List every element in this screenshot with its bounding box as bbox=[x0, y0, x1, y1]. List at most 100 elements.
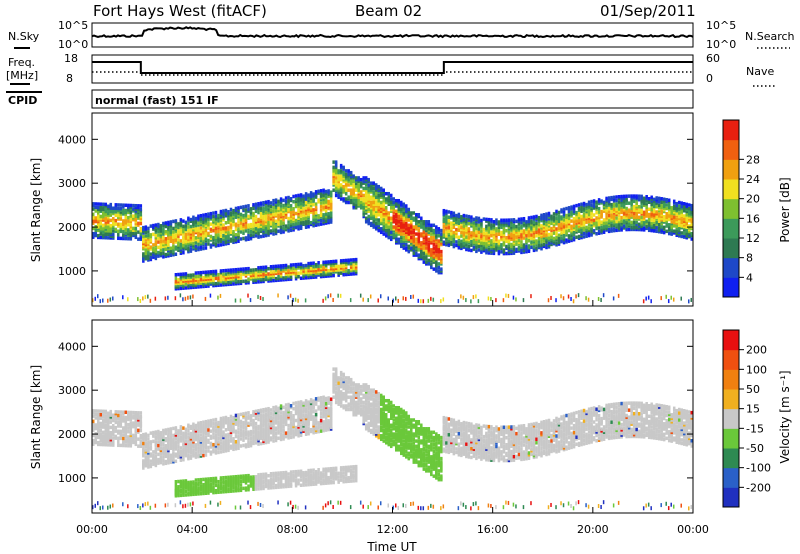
power-cell bbox=[610, 195, 613, 200]
power-cell bbox=[347, 170, 350, 175]
power-cell bbox=[227, 238, 230, 242]
power-cell bbox=[199, 284, 203, 289]
power-cell bbox=[182, 275, 185, 280]
power-cell bbox=[234, 281, 238, 286]
power-cell bbox=[289, 211, 293, 215]
power-cell bbox=[339, 197, 343, 201]
power-cell bbox=[332, 298, 334, 303]
velocity-cell bbox=[114, 410, 118, 414]
power-cell bbox=[177, 279, 180, 284]
power-cell bbox=[647, 212, 651, 217]
power-cell bbox=[182, 245, 185, 250]
power-cell bbox=[520, 217, 523, 221]
power-cell bbox=[445, 234, 448, 238]
power-cell bbox=[259, 271, 263, 275]
power-cell bbox=[177, 234, 180, 238]
power-cell bbox=[177, 222, 180, 226]
power-cell bbox=[277, 208, 280, 212]
power-cell bbox=[169, 246, 173, 251]
power-cell bbox=[204, 242, 208, 247]
power-cell bbox=[277, 276, 280, 281]
power-cell bbox=[124, 233, 128, 237]
power-cell bbox=[372, 209, 375, 214]
power-cell bbox=[605, 221, 608, 225]
power-cell bbox=[259, 278, 263, 282]
power-cell bbox=[252, 273, 255, 278]
power-cell bbox=[299, 265, 303, 270]
power-cell bbox=[217, 220, 220, 225]
power-cell bbox=[520, 240, 523, 244]
velocity-cell bbox=[127, 429, 130, 434]
power-cell bbox=[222, 237, 225, 241]
power-cell bbox=[314, 269, 318, 274]
power-cell bbox=[212, 228, 215, 233]
power-cell bbox=[415, 237, 418, 242]
power-cell bbox=[197, 242, 200, 247]
power-cell bbox=[317, 268, 320, 272]
power-cell bbox=[304, 267, 308, 271]
power-cell bbox=[470, 215, 473, 219]
power-cell bbox=[560, 236, 563, 240]
power-cell bbox=[415, 241, 418, 245]
velocity-cell bbox=[172, 426, 175, 431]
power-cell bbox=[645, 224, 648, 229]
velocity-cell bbox=[169, 446, 173, 450]
power-cell bbox=[249, 224, 253, 229]
power-cell bbox=[92, 233, 95, 238]
power-cell bbox=[374, 216, 378, 221]
velocity-cell bbox=[127, 435, 130, 439]
velocity-cell bbox=[149, 440, 153, 444]
power-cell bbox=[169, 253, 173, 258]
power-cell bbox=[229, 237, 233, 242]
power-cell bbox=[159, 236, 163, 240]
power-cell bbox=[97, 228, 100, 233]
power-cell bbox=[97, 226, 100, 231]
power-cell bbox=[359, 190, 363, 194]
power-cell bbox=[214, 238, 218, 243]
power-cell bbox=[339, 165, 343, 170]
power-cell bbox=[467, 214, 471, 219]
power-cell bbox=[239, 272, 243, 277]
power-cell bbox=[279, 216, 283, 221]
power-cell bbox=[109, 218, 113, 223]
power-cell bbox=[637, 222, 641, 227]
power-cell bbox=[174, 273, 178, 277]
power-cell bbox=[139, 299, 142, 304]
power-cell bbox=[104, 230, 108, 235]
power-cell bbox=[690, 297, 692, 302]
power-cell bbox=[232, 271, 235, 276]
power-cell bbox=[147, 226, 150, 231]
power-cell bbox=[149, 255, 153, 260]
power-cell bbox=[327, 220, 330, 225]
power-cell bbox=[332, 259, 335, 264]
power-cell bbox=[552, 236, 556, 241]
power-cell bbox=[147, 247, 150, 252]
velocity-cell bbox=[149, 505, 152, 510]
power-cell bbox=[234, 222, 238, 226]
power-cell bbox=[134, 203, 138, 208]
power-cell bbox=[319, 215, 323, 219]
power-cell bbox=[369, 200, 373, 205]
power-cell bbox=[252, 271, 255, 276]
power-cell bbox=[164, 221, 168, 225]
power-cell bbox=[139, 218, 143, 222]
power-cell bbox=[269, 220, 273, 224]
power-cell bbox=[312, 194, 315, 198]
power-cell bbox=[490, 223, 493, 227]
power-cell bbox=[139, 204, 143, 208]
velocity-cell bbox=[149, 462, 153, 467]
power-cell bbox=[237, 227, 240, 231]
power-cell bbox=[169, 239, 173, 243]
power-cell bbox=[132, 228, 135, 232]
power-cell bbox=[415, 232, 418, 236]
power-cell bbox=[157, 245, 160, 250]
power-cell bbox=[177, 237, 180, 242]
power-cell bbox=[177, 278, 180, 282]
power-cell bbox=[470, 239, 473, 244]
power-cell bbox=[92, 203, 95, 208]
power-cell bbox=[657, 226, 661, 230]
power-cell bbox=[319, 197, 323, 202]
power-cell bbox=[314, 205, 318, 210]
power-cell bbox=[174, 287, 178, 291]
power-cell bbox=[324, 263, 328, 268]
